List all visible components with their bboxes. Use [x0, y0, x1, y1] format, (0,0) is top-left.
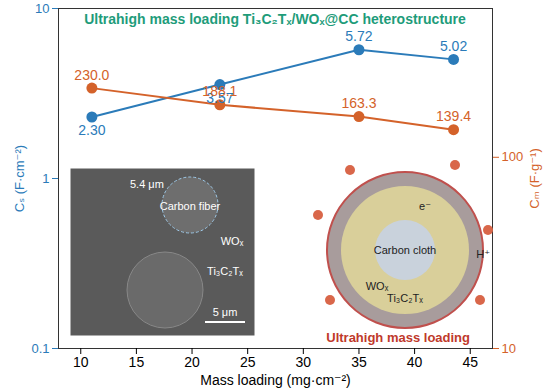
svg-text:5.02: 5.02: [440, 38, 467, 54]
svg-text:45: 45: [462, 354, 478, 370]
svg-text:2.30: 2.30: [78, 122, 105, 138]
svg-text:Ti₃C₂Tₓ: Ti₃C₂Tₓ: [387, 292, 423, 304]
svg-text:WOₓ: WOₓ: [221, 235, 244, 247]
svg-text:1: 1: [42, 171, 49, 186]
svg-text:Carbon cloth: Carbon cloth: [374, 244, 436, 256]
svg-text:35: 35: [351, 354, 367, 370]
svg-text:Cₛ (F·cm⁻²): Cₛ (F·cm⁻²): [12, 145, 27, 212]
svg-text:15: 15: [129, 354, 145, 370]
svg-text:163.3: 163.3: [341, 95, 376, 111]
svg-text:139.4: 139.4: [436, 108, 471, 124]
svg-text:10: 10: [35, 1, 49, 16]
svg-text:WOₓ: WOₓ: [366, 280, 389, 292]
svg-text:0.1: 0.1: [31, 341, 49, 356]
svg-text:100: 100: [502, 149, 524, 164]
svg-text:40: 40: [407, 354, 423, 370]
svg-text:10: 10: [502, 341, 516, 356]
svg-text:30: 30: [296, 354, 312, 370]
svg-text:Cₘ (F·g⁻¹): Cₘ (F·g⁻¹): [527, 148, 542, 208]
svg-text:188.1: 188.1: [202, 83, 237, 99]
svg-text:Mass loading (mg·cm⁻²): Mass loading (mg·cm⁻²): [200, 372, 351, 388]
svg-text:Ti₃C₂Tₓ: Ti₃C₂Tₓ: [207, 265, 243, 277]
svg-text:H⁺: H⁺: [476, 248, 490, 260]
svg-text:25: 25: [240, 354, 256, 370]
svg-text:e⁻: e⁻: [419, 200, 431, 212]
svg-text:Carbon fiber: Carbon fiber: [160, 200, 221, 212]
svg-text:Ultrahigh mass loading: Ultrahigh mass loading: [326, 330, 470, 345]
svg-text:10: 10: [73, 354, 89, 370]
svg-text:230.0: 230.0: [74, 67, 109, 83]
svg-text:Ultrahigh mass loading Ti₃C₂Tₓ: Ultrahigh mass loading Ti₃C₂Tₓ/WOₓ@CC he…: [84, 11, 466, 27]
svg-text:5.72: 5.72: [345, 28, 372, 44]
svg-text:20: 20: [184, 354, 200, 370]
svg-text:5.4 μm: 5.4 μm: [130, 178, 164, 190]
svg-text:5 μm: 5 μm: [213, 306, 238, 318]
